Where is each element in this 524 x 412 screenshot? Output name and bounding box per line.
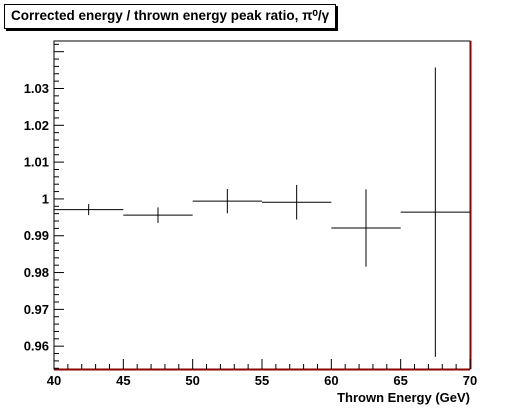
data-point [262,184,332,220]
x-tick-label: 55 [255,373,269,388]
x-axis-ticks [53,359,471,369]
y-tick-label: 0.96 [24,339,49,354]
y-tick-label: 1.03 [24,81,49,96]
x-axis-title: Thrown Energy (GeV) [337,390,470,405]
x-tick-label: 45 [116,373,130,388]
y-tick-label: 1.02 [24,118,49,133]
data-point [331,189,401,267]
y-tick-label: 0.99 [24,228,49,243]
x-tick-label: 50 [185,373,199,388]
data-point [192,188,262,214]
data-point [400,67,470,357]
y-tick-label: 1 [42,191,49,206]
x-axis-tick-labels: 40 45 50 55 60 65 70 [47,373,477,388]
y-tick-label: 1.01 [24,155,49,170]
y-axis-ticks [54,43,64,369]
y-axis-tick-labels: 0.96 0.97 0.98 0.99 1 1.01 1.02 1.03 [24,81,49,354]
x-tick-label: 65 [393,373,407,388]
data-points [54,67,470,357]
data-point [123,207,193,223]
y-tick-label: 0.98 [24,265,49,280]
x-tick-label: 40 [47,373,61,388]
chart-title: Corrected energy / thrown energy peak ra… [4,4,337,29]
y-tick-label: 0.97 [24,302,49,317]
plot-frame [53,40,471,370]
x-tick-label: 60 [324,373,338,388]
data-point [54,204,124,216]
x-tick-label: 70 [463,373,477,388]
